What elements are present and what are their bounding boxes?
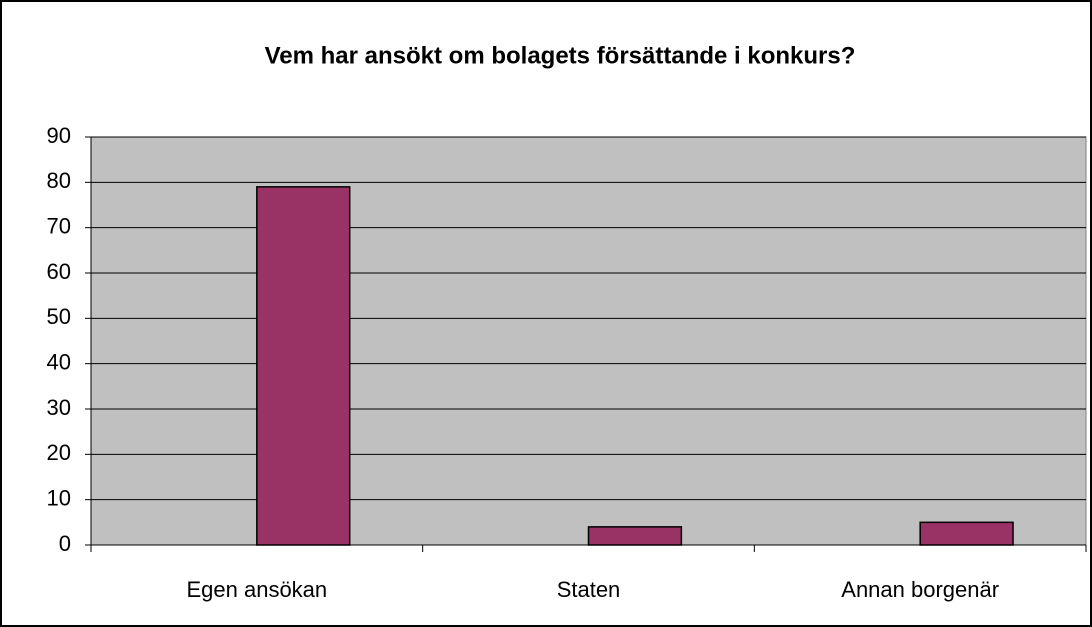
y-tick-label: 80 (47, 168, 71, 193)
y-tick-label: 40 (47, 349, 71, 374)
y-tick-label: 10 (47, 485, 71, 510)
y-tick-label: 30 (47, 395, 71, 420)
x-tick-label: Egen ansökan (186, 577, 327, 602)
bar (256, 186, 351, 546)
chart-title: Vem har ansökt om bolagets försättande i… (265, 42, 856, 69)
x-tick-label: Staten (557, 577, 621, 602)
y-tick-label: 20 (47, 440, 71, 465)
y-tick-label: 90 (47, 123, 71, 148)
y-tick-label: 0 (59, 531, 71, 556)
y-tick-label: 60 (47, 259, 71, 284)
bar (919, 521, 1014, 546)
y-tick-label: 50 (47, 304, 71, 329)
x-tick-label: Annan borgenär (841, 577, 999, 602)
y-tick-label: 70 (47, 213, 71, 238)
bar (587, 526, 683, 546)
plot-area (90, 136, 1087, 546)
